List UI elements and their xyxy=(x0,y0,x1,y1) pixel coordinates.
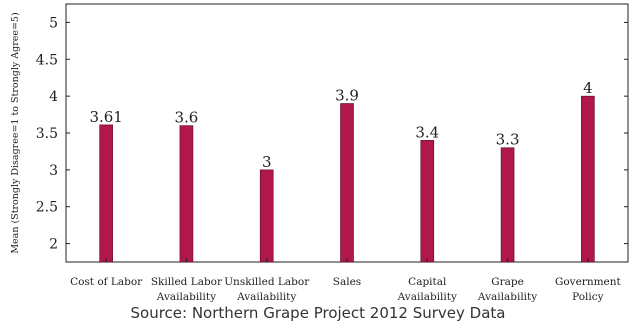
y-tick-label: 3.5 xyxy=(36,126,58,142)
value-label: 4 xyxy=(583,79,593,97)
category-label: Government xyxy=(555,276,622,288)
bars xyxy=(99,95,595,263)
value-label: 3.61 xyxy=(89,108,122,126)
category-label: Skilled Labor xyxy=(151,276,223,288)
value-label: 3.3 xyxy=(496,131,520,149)
bar xyxy=(179,125,194,263)
category-label: Cost of Labor xyxy=(70,276,143,288)
category-label: Policy xyxy=(572,291,604,303)
category-label: Capital xyxy=(408,276,447,288)
source-caption: Source: Northern Grape Project 2012 Surv… xyxy=(130,304,506,322)
y-axis: 2 2.5 3 3.5 4 4.5 5 xyxy=(36,15,628,253)
y-tick-label: 3 xyxy=(49,163,58,179)
category-label: Availability xyxy=(397,291,457,303)
y-axis-label: Mean (Strongly Disagree=1 to Strongly Ag… xyxy=(10,12,21,253)
category-label: Availability xyxy=(236,291,296,303)
bar xyxy=(340,103,354,263)
bar xyxy=(99,124,113,263)
y-tick-label: 2.5 xyxy=(36,200,58,216)
bar xyxy=(581,95,595,263)
bar-chart: 2 2.5 3 3.5 4 4.5 5 3.61 3.6 3 3.9 3.4 3.3 4 Cost of… xyxy=(10,3,629,303)
category-label: Unskilled Labor xyxy=(224,276,310,288)
value-label: 3.4 xyxy=(415,123,439,141)
bar xyxy=(420,140,435,263)
value-label: 3 xyxy=(262,153,272,171)
y-tick-label: 4.5 xyxy=(36,52,58,68)
x-axis: Cost of Labor Skilled Labor Availability Un… xyxy=(70,258,622,303)
y-tick-label: 5 xyxy=(49,15,58,31)
category-label: Availability xyxy=(477,291,537,303)
y-tick-label: 4 xyxy=(49,89,58,105)
category-label: Availability xyxy=(156,291,216,303)
value-label: 3.6 xyxy=(174,109,198,127)
bar xyxy=(500,147,515,263)
y-tick-label: 2 xyxy=(49,237,58,253)
value-labels: 3.61 3.6 3 3.9 3.4 3.3 4 xyxy=(89,79,592,171)
category-label: Grape xyxy=(491,276,524,288)
category-label: Sales xyxy=(333,276,361,288)
bar xyxy=(259,169,274,263)
value-label: 3.9 xyxy=(335,87,359,105)
